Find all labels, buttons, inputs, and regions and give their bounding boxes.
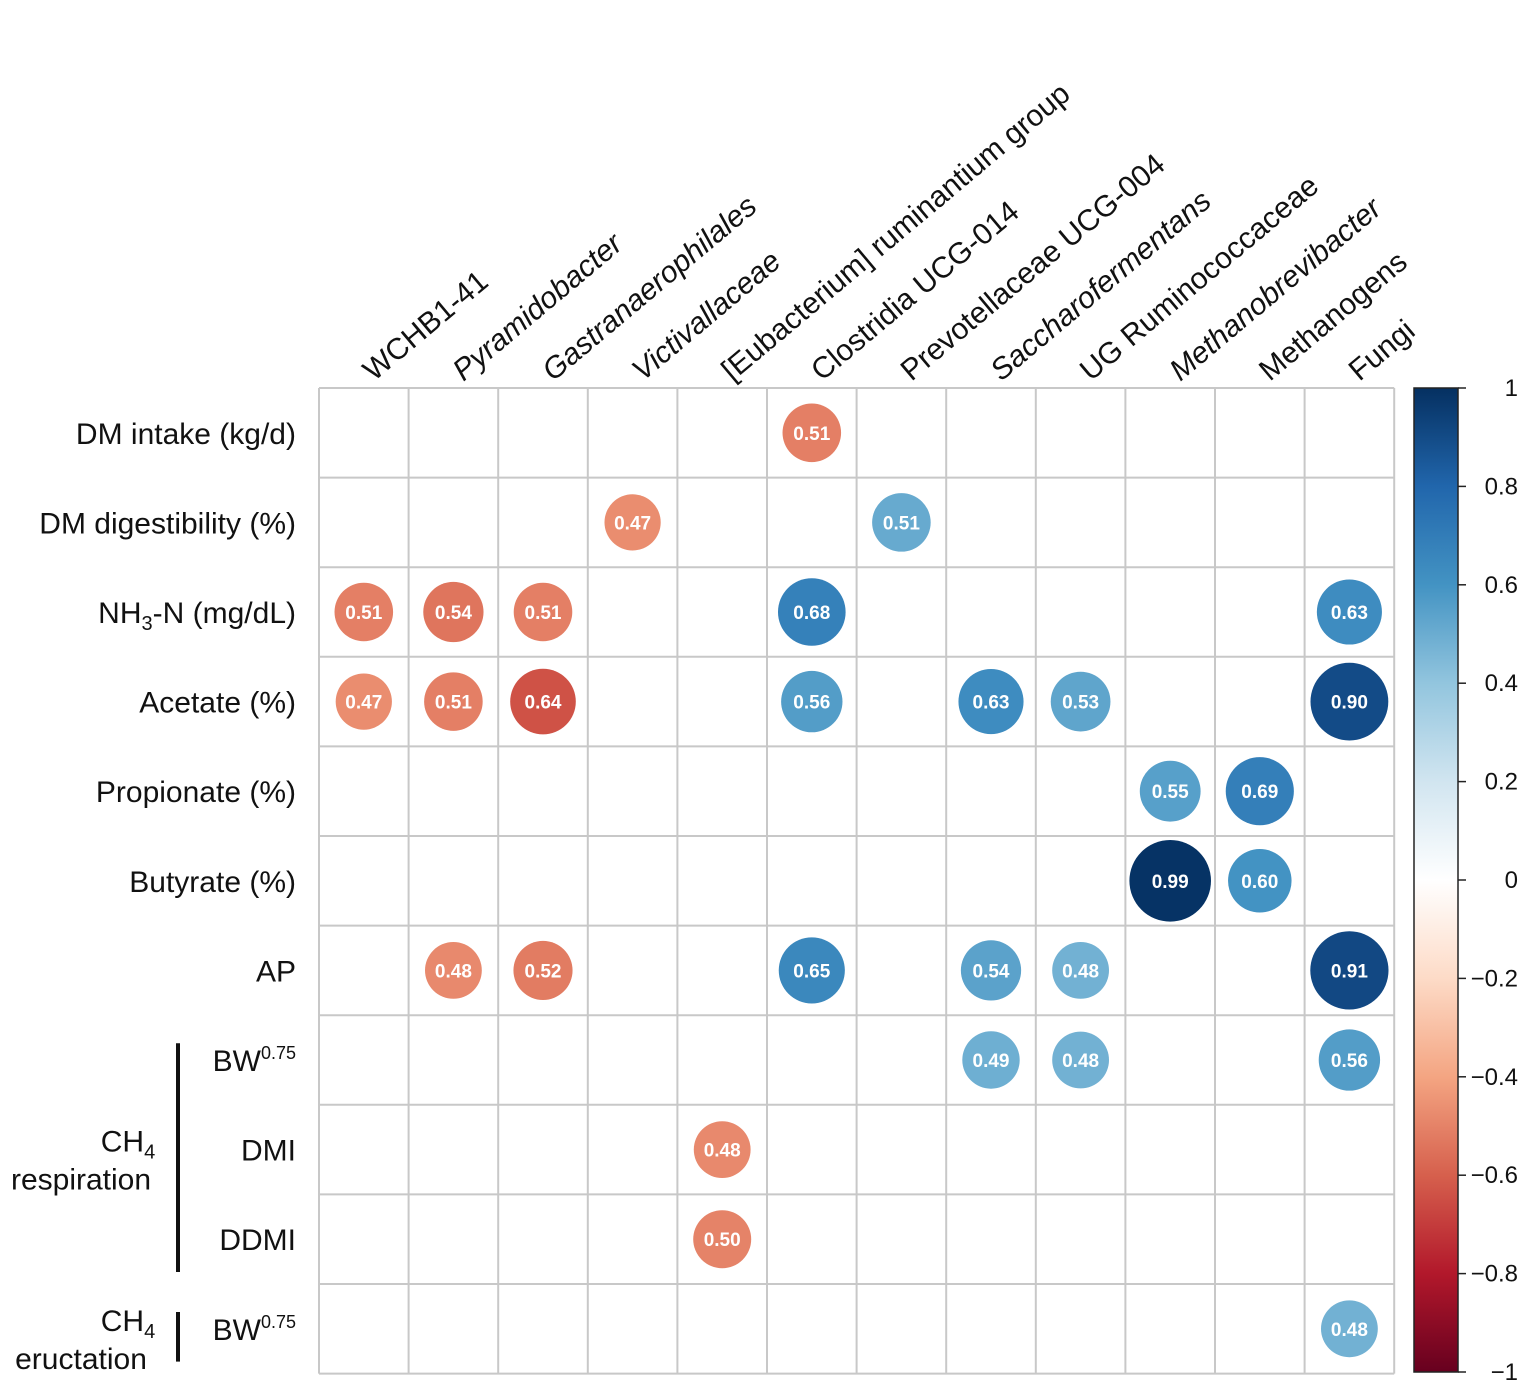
correlation-circle — [962, 1031, 1020, 1089]
correlation-value-label: 0.48 — [435, 961, 472, 982]
correlation-circle — [958, 669, 1024, 735]
group-label: respiration — [11, 1164, 151, 1197]
colorbar-tick-label: 0 — [1505, 867, 1518, 894]
correlation-value-label: 0.90 — [1331, 693, 1368, 714]
correlation-circle — [513, 940, 573, 1000]
colorbar-tick-label: −1 — [1491, 1359, 1518, 1386]
correlation-circle — [1139, 760, 1201, 822]
correlation-circle — [424, 672, 483, 731]
correlation-value-label: 0.51 — [525, 603, 562, 624]
colorbar-tick-label: 0.8 — [1485, 473, 1518, 500]
correlation-circle — [604, 494, 661, 551]
correlation-circle — [513, 582, 573, 642]
correlation-value-label: 0.99 — [1152, 872, 1189, 893]
row-label: BW0.75 — [213, 1043, 296, 1078]
correlation-circle — [1318, 1029, 1381, 1091]
correlation-circles: 0.51 0.47 0.51 0.51 0.54 0.51 0.68 0.63 0.47 0.51… — [334, 403, 1389, 1358]
colorbar-tick-label: 0.4 — [1485, 670, 1518, 697]
correlation-value-label: 0.47 — [345, 693, 382, 714]
correlation-circle — [960, 940, 1022, 1001]
correlation-circle — [424, 941, 482, 999]
correlation-value-label: 0.54 — [435, 603, 472, 624]
correlation-circle — [777, 578, 846, 646]
correlation-value-label: 0.56 — [1331, 1051, 1368, 1072]
correlation-value-label: 0.48 — [704, 1141, 741, 1162]
row-label: BW0.75 — [213, 1312, 296, 1347]
correlation-value-label: 0.63 — [973, 693, 1010, 714]
correlation-value-label: 0.56 — [793, 693, 830, 714]
colorbar-tick-label: 0.6 — [1485, 572, 1518, 599]
colorbar-tick-label: 0.2 — [1485, 769, 1518, 796]
correlation-circle — [778, 937, 845, 1004]
group-label: CH4 — [101, 1126, 155, 1164]
correlation-value-label: 0.50 — [704, 1230, 741, 1251]
correlation-circle — [1310, 662, 1389, 741]
row-label: AP — [256, 955, 296, 988]
correlation-circle — [1316, 579, 1382, 645]
correlation-value-label: 0.51 — [793, 424, 830, 445]
correlation-circle — [1228, 849, 1292, 913]
correlation-circle — [1225, 757, 1294, 826]
correlation-value-label: 0.69 — [1241, 782, 1278, 803]
group-label: eructation — [15, 1343, 147, 1376]
column-labels: WCHB1-41PyramidobacterGastranaerophilale… — [357, 77, 1421, 387]
correlation-circle — [1129, 840, 1211, 922]
correlation-value-label: 0.48 — [1331, 1320, 1368, 1341]
correlation-circle — [872, 493, 931, 552]
row-label: NH3-N (mg/dL) — [98, 597, 296, 635]
row-label: DMI — [241, 1135, 296, 1168]
correlation-circle — [781, 670, 843, 733]
correlation-circle — [1320, 1300, 1378, 1358]
correlation-value-label: 0.60 — [1241, 872, 1278, 893]
colorbar-tick-label: −0.6 — [1471, 1162, 1518, 1189]
row-label: DM intake (kg/d) — [76, 418, 296, 451]
correlation-value-label: 0.53 — [1062, 693, 1099, 714]
correlation-circle — [693, 1121, 751, 1179]
row-labels: DM intake (kg/d) DM digestibility (%) NH3-… — [39, 418, 296, 1347]
row-label: Propionate (%) — [96, 776, 296, 809]
correlation-circle — [510, 668, 576, 735]
correlation-value-label: 0.49 — [973, 1051, 1010, 1072]
correlation-value-label: 0.47 — [614, 513, 651, 534]
correlation-circle — [1310, 931, 1389, 1010]
row-label: Butyrate (%) — [129, 866, 296, 899]
colorbar-gradient — [1413, 387, 1459, 1373]
correlation-value-label: 0.51 — [345, 603, 382, 624]
correlation-value-label: 0.55 — [1152, 782, 1189, 803]
correlation-value-label: 0.63 — [1331, 603, 1368, 624]
grid — [318, 387, 1396, 1375]
row-label: DDMI — [219, 1224, 296, 1257]
correlation-circle — [335, 673, 392, 730]
correlation-value-label: 0.65 — [793, 961, 830, 982]
correlation-value-label: 0.48 — [1062, 961, 1099, 982]
colorbar-tick-label: 1 — [1505, 375, 1518, 402]
correlation-value-label: 0.64 — [525, 693, 562, 714]
row-label: Acetate (%) — [139, 687, 296, 720]
correlation-value-label: 0.68 — [793, 603, 830, 624]
column-label: Fungi — [1343, 314, 1422, 388]
correlation-circle — [423, 581, 484, 643]
correlation-value-label: 0.52 — [525, 961, 562, 982]
colorbar-tick-label: −0.4 — [1471, 1064, 1518, 1091]
colorbar: 1 0.8 0.6 0.4 0.2 0 −0.2 −0.4 −0.6 −0.8 −1 — [1413, 375, 1518, 1386]
colorbar-tick-label: −0.2 — [1471, 965, 1518, 992]
correlation-circle — [334, 582, 394, 642]
correlation-value-label: 0.51 — [435, 693, 472, 714]
correlation-value-label: 0.54 — [973, 961, 1010, 982]
correlation-circle — [1050, 671, 1111, 732]
correlation-circle — [782, 403, 842, 463]
correlation-value-label: 0.51 — [883, 513, 920, 534]
correlation-value-label: 0.91 — [1331, 961, 1368, 982]
correlation-circle — [693, 1210, 752, 1269]
correlation-value-label: 0.48 — [1062, 1051, 1099, 1072]
row-label: DM digestibility (%) — [39, 507, 296, 540]
group-label: CH4 — [101, 1305, 155, 1343]
correlation-circle — [1052, 1031, 1110, 1089]
colorbar-tick-label: −0.8 — [1471, 1261, 1518, 1288]
correlation-circle — [1052, 941, 1110, 999]
